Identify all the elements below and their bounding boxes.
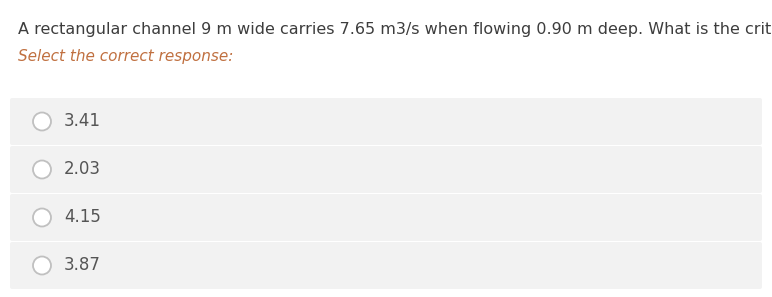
- Text: A rectangular channel 9 m wide carries 7.65 m3/s when flowing 0.90 m deep. What : A rectangular channel 9 m wide carries 7…: [18, 22, 772, 37]
- FancyBboxPatch shape: [10, 146, 762, 193]
- Text: Select the correct response:: Select the correct response:: [18, 49, 233, 64]
- Text: 3.87: 3.87: [64, 257, 101, 274]
- Text: 3.41: 3.41: [64, 113, 101, 130]
- Circle shape: [33, 113, 51, 130]
- FancyBboxPatch shape: [10, 98, 762, 145]
- FancyBboxPatch shape: [10, 194, 762, 241]
- Circle shape: [33, 208, 51, 227]
- Text: 4.15: 4.15: [64, 208, 101, 227]
- Circle shape: [33, 257, 51, 274]
- Text: 2.03: 2.03: [64, 160, 101, 178]
- FancyBboxPatch shape: [10, 242, 762, 289]
- Circle shape: [33, 160, 51, 178]
